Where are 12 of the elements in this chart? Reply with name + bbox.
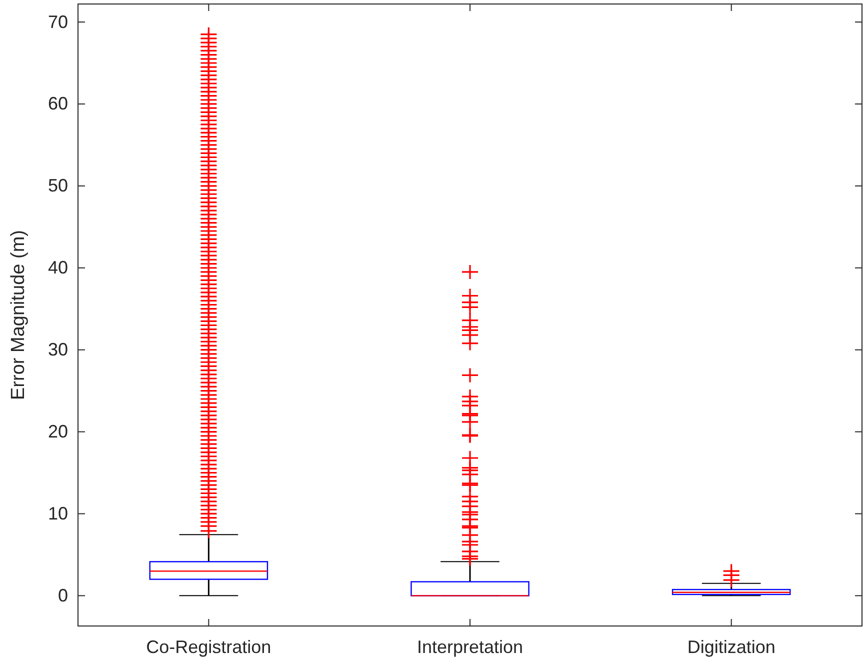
- y-tick-label: 20: [48, 422, 68, 442]
- y-tick-label: 30: [48, 340, 68, 360]
- x-tick-label: Digitization: [687, 636, 776, 657]
- y-tick-label: 0: [58, 585, 68, 606]
- y-axis-title: Error Magnitude (m): [8, 230, 29, 400]
- y-tick-label: 40: [48, 258, 68, 278]
- x-tick-label: Interpretation: [416, 636, 524, 657]
- y-tick-label: 10: [48, 503, 68, 524]
- x-tick-label: Co-Registration: [146, 636, 272, 657]
- y-tick-label: 50: [48, 176, 68, 196]
- y-tick-label: 60: [48, 94, 68, 114]
- y-tick-label: 70: [48, 12, 68, 32]
